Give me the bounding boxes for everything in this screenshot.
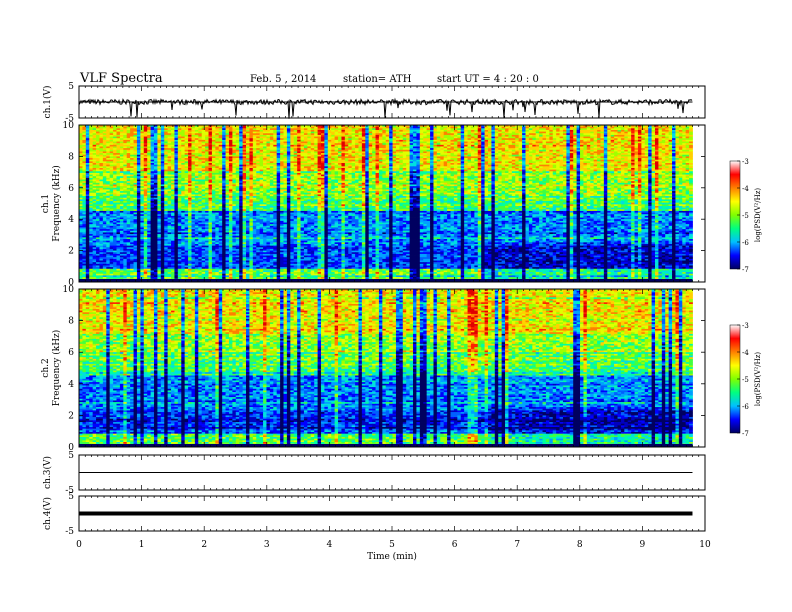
panel-1: 5-5ch.1(V) (42, 82, 705, 124)
y-tick-label: 5 (68, 82, 74, 92)
channel-label: ch.1(V) (42, 86, 53, 119)
